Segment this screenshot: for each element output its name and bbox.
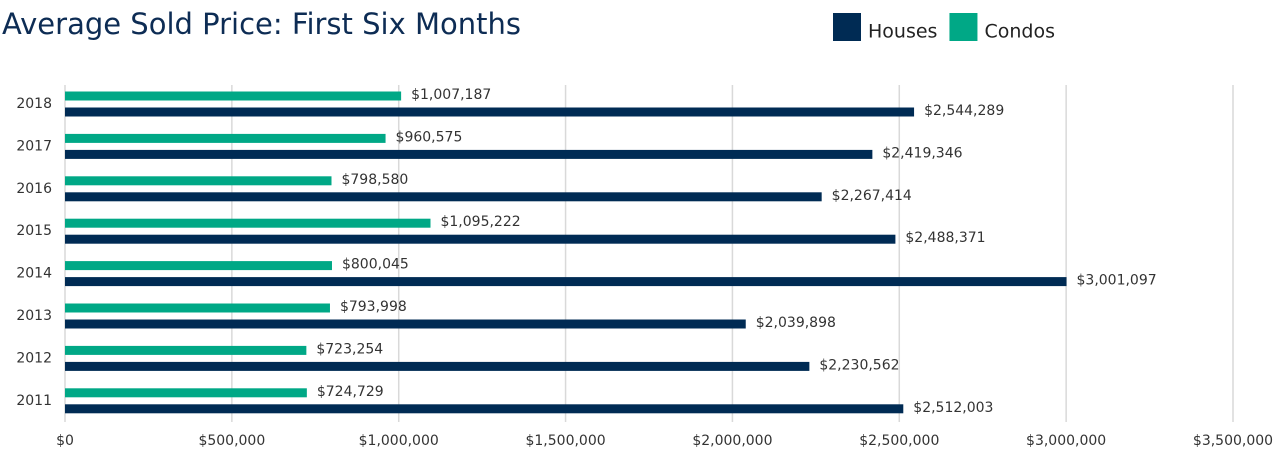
legend-swatch <box>833 13 861 41</box>
value-label: $724,729 <box>317 384 384 400</box>
y-tick-label: 2013 <box>16 308 52 324</box>
bar <box>65 133 386 143</box>
bar <box>65 303 330 313</box>
bar <box>65 218 431 228</box>
value-label: $1,007,187 <box>411 87 491 103</box>
bar <box>65 261 332 271</box>
bar <box>65 388 307 398</box>
x-tick-label: $3,500,000 <box>1193 433 1273 449</box>
value-label: $2,512,003 <box>913 400 993 416</box>
value-label: $793,998 <box>340 299 407 315</box>
bar <box>65 277 1067 287</box>
x-tick-label: $500,000 <box>198 433 265 449</box>
bar <box>65 234 896 244</box>
bar <box>65 345 307 355</box>
value-label: $723,254 <box>316 341 383 357</box>
bar <box>65 176 332 186</box>
x-tick-label: $2,000,000 <box>692 433 772 449</box>
y-tick-label: 2016 <box>16 181 52 197</box>
x-tick-label: $0 <box>56 433 74 449</box>
bar <box>65 319 746 329</box>
value-label: $1,095,222 <box>440 214 520 230</box>
bar <box>65 149 873 159</box>
legend-swatch <box>949 13 978 41</box>
x-tick-label: $2,500,000 <box>859 433 939 449</box>
y-tick-label: 2015 <box>16 223 52 239</box>
x-tick-label: $1,500,000 <box>525 433 605 449</box>
chart-title: Average Sold Price: First Six Months <box>2 7 521 41</box>
value-label: $960,575 <box>396 129 463 145</box>
x-tick-label: $3,000,000 <box>1026 433 1106 449</box>
y-tick-label: 2017 <box>16 138 52 154</box>
y-tick-label: 2012 <box>16 350 52 366</box>
legend-label: Houses <box>868 21 937 43</box>
y-tick-label: 2014 <box>16 266 52 282</box>
value-label: $2,267,414 <box>832 188 912 204</box>
value-label: $2,039,898 <box>756 315 836 331</box>
bar <box>65 91 402 101</box>
value-label: $798,580 <box>341 172 408 188</box>
y-tick-label: 2011 <box>16 393 52 409</box>
value-label: $2,230,562 <box>819 357 899 373</box>
legend-label: Condos <box>984 21 1055 43</box>
bar <box>65 404 904 414</box>
value-label: $3,001,097 <box>1077 273 1157 289</box>
bar <box>65 192 822 202</box>
value-label: $2,419,346 <box>882 145 962 161</box>
bar <box>65 361 810 371</box>
value-label: $800,045 <box>342 257 409 273</box>
bar <box>65 107 915 117</box>
y-tick-label: 2018 <box>16 96 52 112</box>
value-label: $2,488,371 <box>905 230 985 246</box>
value-label: $2,544,289 <box>924 103 1004 119</box>
x-tick-label: $1,000,000 <box>359 433 439 449</box>
